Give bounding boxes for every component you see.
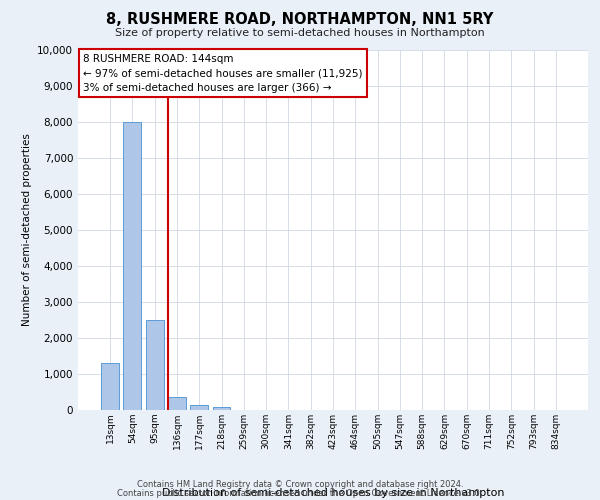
Text: Size of property relative to semi-detached houses in Northampton: Size of property relative to semi-detach…: [115, 28, 485, 38]
Bar: [146, 320, 164, 410]
Bar: [212, 408, 230, 410]
Text: Contains HM Land Registry data © Crown copyright and database right 2024.: Contains HM Land Registry data © Crown c…: [137, 480, 463, 489]
Bar: [168, 396, 186, 410]
Bar: [124, 122, 142, 410]
Bar: [101, 363, 119, 410]
Text: 8, RUSHMERE ROAD, NORTHAMPTON, NN1 5RY: 8, RUSHMERE ROAD, NORTHAMPTON, NN1 5RY: [106, 12, 494, 28]
Text: Contains public sector information licensed under the Open Government Licence v3: Contains public sector information licen…: [118, 488, 482, 498]
Y-axis label: Number of semi-detached properties: Number of semi-detached properties: [22, 134, 32, 326]
X-axis label: Distribution of semi-detached houses by size in Northampton: Distribution of semi-detached houses by …: [162, 488, 504, 498]
Text: 8 RUSHMERE ROAD: 144sqm
← 97% of semi-detached houses are smaller (11,925)
3% of: 8 RUSHMERE ROAD: 144sqm ← 97% of semi-de…: [83, 54, 362, 93]
Bar: [190, 406, 208, 410]
